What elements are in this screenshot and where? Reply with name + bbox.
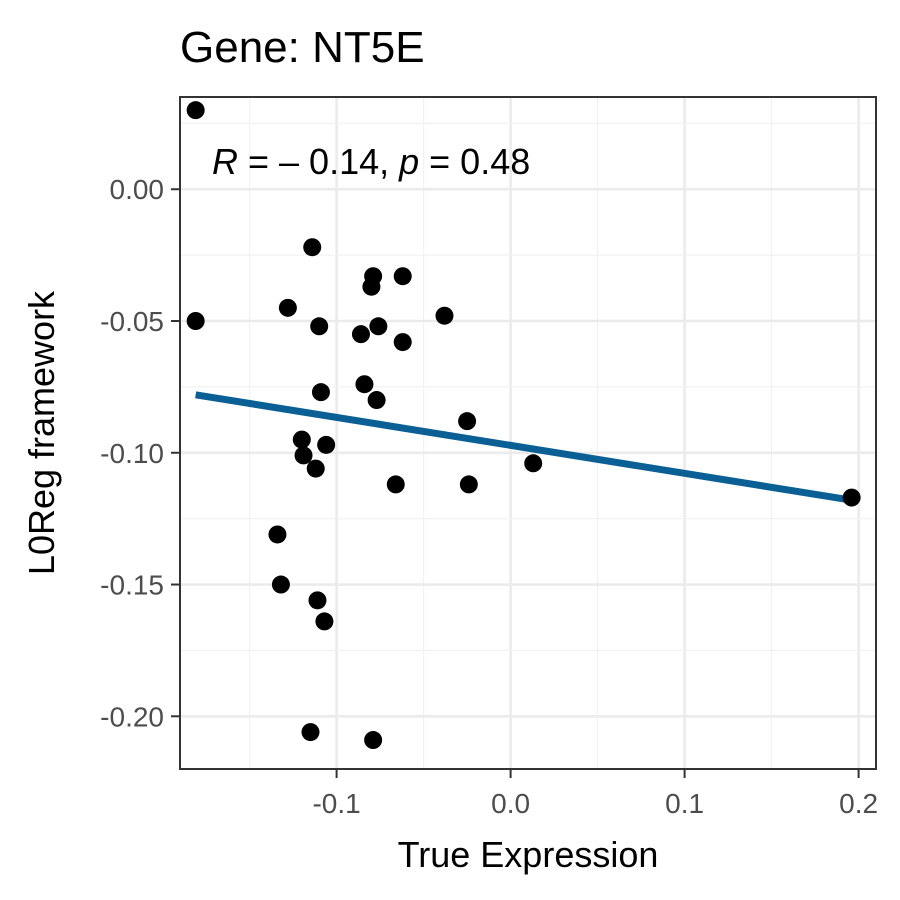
data-point [362,277,381,296]
data-point [278,298,297,317]
chart-title: Gene: NT5E [180,23,425,72]
annotation-p-symbol: p [398,141,419,182]
x-axis-label: True Expression [398,834,659,875]
data-point [294,446,313,465]
data-point [310,317,329,336]
data-point [308,591,327,610]
data-point [842,488,861,507]
data-point [351,325,370,344]
data-point [306,459,325,478]
data-point [367,391,386,410]
x-tick-label: -0.1 [312,788,360,819]
data-point [303,238,322,257]
data-point [393,267,412,286]
x-tick-label: 0.0 [491,788,530,819]
data-point [459,475,478,494]
data-point [393,333,412,352]
x-axis-ticks: -0.1 0.0 0.1 0.2 [312,769,878,819]
data-point [271,575,290,594]
data-point [186,101,205,120]
data-point [369,317,388,336]
fit-line [195,391,853,504]
data-point [458,412,477,431]
y-tick-label: 0.00 [110,174,165,205]
y-tick-label: -0.20 [100,701,164,732]
data-point [355,375,374,394]
y-tick-label: -0.10 [100,438,164,469]
data-points [186,101,861,750]
data-point [301,723,320,742]
data-point [524,454,543,473]
data-point [186,312,205,330]
y-axis-ticks: 0.00 -0.05 -0.10 -0.15 -0.20 [100,174,180,732]
data-point [317,435,336,454]
grid-lines [180,97,876,769]
data-point [268,525,287,544]
data-point [292,430,311,449]
data-point [315,612,334,631]
x-tick-label: 0.1 [665,788,704,819]
x-tick-label: 0.2 [839,788,878,819]
y-tick-label: -0.05 [100,306,164,337]
annotation-p-value: = 0.48 [419,141,530,182]
fit-line-group [195,391,853,504]
panel-border [179,96,877,770]
data-point [311,383,330,402]
data-point [386,475,405,494]
annotation-r-value: = – 0.14, [238,141,399,182]
data-point [435,306,454,325]
y-axis-label: L0Reg framework [21,290,62,575]
annotation-r-symbol: R [212,141,238,182]
correlation-annotation: R = – 0.14, p = 0.48 [212,141,530,182]
y-tick-label: -0.15 [100,570,164,601]
data-point [364,731,383,750]
